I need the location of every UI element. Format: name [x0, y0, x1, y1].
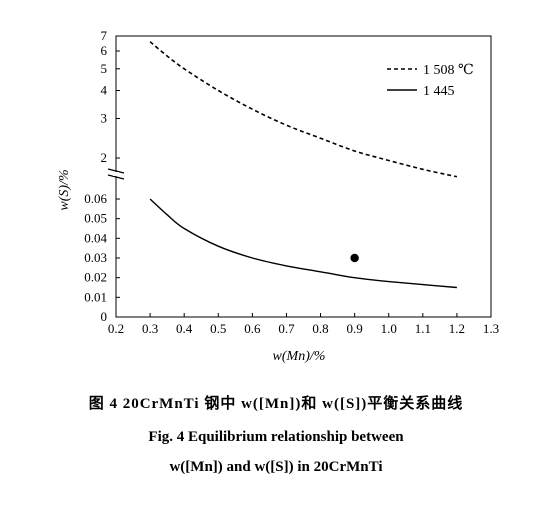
y-tick-label-upper: 3: [101, 111, 108, 126]
x-tick-label: 0.9: [347, 321, 363, 336]
caption-english-line1: Fig. 4 Equilibrium relationship between: [148, 429, 404, 445]
y-tick-label-lower: 0.04: [84, 230, 107, 245]
x-tick-label: 1.0: [381, 321, 397, 336]
y-tick-label-upper: 7: [101, 28, 108, 43]
y-tick-label-upper: 2: [101, 150, 108, 165]
x-tick-label: 0.2: [108, 321, 124, 336]
y-tick-label-upper: 5: [101, 61, 108, 76]
x-axis-label: w(Mn)/%: [273, 349, 326, 364]
x-tick-label: 1.3: [483, 321, 499, 336]
data-points: [350, 253, 359, 263]
plot-frame: [115, 35, 492, 318]
series-line-1508: [149, 41, 458, 178]
y-tick-label-upper: 4: [101, 82, 108, 97]
x-tick-label: 0.8: [312, 321, 328, 336]
y-tick-label-lower: 0.02: [84, 270, 107, 285]
x-tick-label: 1.2: [449, 321, 465, 336]
legend-label-1508: 1 508 ℃: [423, 63, 474, 78]
x-tick-label: 0.4: [176, 321, 193, 336]
legend-label-1445: 1 445: [423, 84, 455, 99]
y-tick-label-upper: 6: [101, 43, 108, 58]
x-axis-ticks: 0.2 0.3 0.4 0.5 0.6 0.7 0.8 0.9 1.0 1.1 1.2 1.3: [108, 313, 499, 336]
series-line-1445: [149, 198, 457, 289]
x-tick-label: 0.7: [278, 321, 295, 336]
y-tick-label-lower: 0.03: [84, 250, 107, 265]
y-axis-label: w(S)/%: [57, 169, 72, 210]
y-axis-ticks-lower: 0 0.01 0.02 0.03 0.04 0.05 0.06: [84, 191, 120, 324]
y-axis-ticks-upper: 2 3 4 5 67: [101, 28, 120, 165]
data-point: [350, 253, 359, 263]
caption-chinese: 图 4 20CrMnTi 钢中 w([Mn])和 w([S])平衡关系曲线: [89, 394, 464, 412]
y-tick-label-lower: 0.06: [84, 191, 107, 206]
x-tick-label: 1.1: [415, 321, 431, 336]
x-tick-label: 0.3: [142, 321, 158, 336]
y-tick-label-lower: 0.05: [84, 211, 107, 226]
legend: 1 508 ℃ 1 445: [387, 63, 474, 99]
x-tick-label: 0.6: [244, 321, 261, 336]
axis-break: [107, 168, 125, 180]
caption-english-line2: w([Mn]) and w([S]) in 20CrMnTi: [169, 459, 382, 475]
y-tick-label-lower: 0: [101, 309, 108, 324]
y-tick-label-lower: 0.01: [84, 289, 107, 304]
x-tick-label: 0.5: [210, 321, 226, 336]
